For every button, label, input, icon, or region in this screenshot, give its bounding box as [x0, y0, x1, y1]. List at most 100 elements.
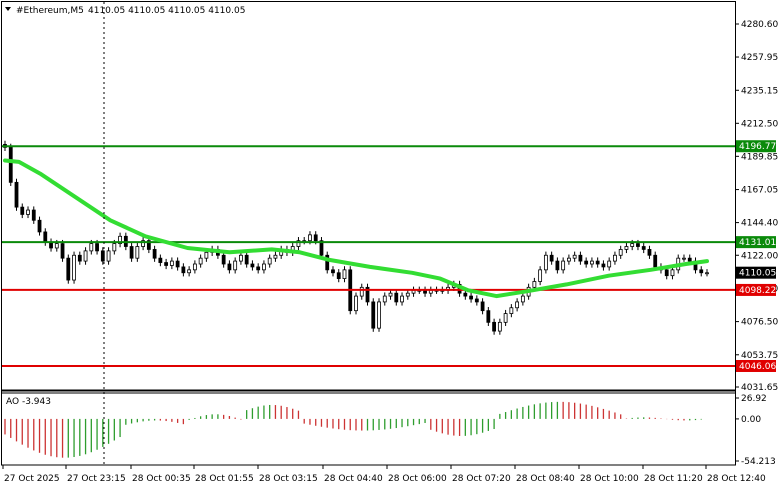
- price-axis: 4280.60 4257.95 4235.15 4212.50 4189.85 4167.…: [735, 20, 778, 393]
- candle-body: [503, 313, 508, 323]
- support-upper-price-tag: [736, 283, 776, 296]
- candle-body: [641, 246, 646, 250]
- candle-body: [141, 240, 145, 247]
- candle-body: [532, 281, 537, 288]
- candle-body: [129, 246, 134, 259]
- candle-body: [653, 254, 658, 268]
- candle-body: [687, 257, 692, 262]
- candle-body: [135, 246, 140, 259]
- resistance-lower-price-label: 4131.01: [739, 238, 776, 248]
- candle-body: [233, 260, 238, 271]
- chart-title: #Ethereum,M5: [16, 6, 84, 16]
- candle-body: [187, 269, 192, 274]
- candle-body: [175, 260, 180, 268]
- candle-body: [630, 243, 635, 247]
- candle-body: [342, 269, 347, 279]
- price-tick-label: 4280.60: [741, 20, 778, 30]
- candle-body: [555, 260, 560, 271]
- resistance-upper-price-label: 4196.77: [739, 142, 776, 152]
- candle-body: [497, 321, 502, 332]
- candle-body: [308, 234, 312, 242]
- candle-body: [331, 269, 335, 274]
- candle-body: [296, 240, 301, 247]
- price-tick-label: 4212.50: [741, 119, 778, 129]
- time-tick-label: 28 Oct 11:20: [644, 474, 703, 484]
- candle-body: [221, 254, 226, 265]
- candle-body: [198, 257, 203, 265]
- ao-plot-frame-inner: [1, 392, 736, 466]
- candle-body: [670, 269, 675, 277]
- time-axis: 27 Oct 2025 27 Oct 23:15 28 Oct 00:35 28 Oc…: [2, 465, 766, 484]
- time-tick-label: 28 Oct 04:40: [324, 474, 383, 484]
- candle-body: [365, 286, 370, 303]
- candle-body: [561, 260, 566, 271]
- price-tick-label: 4144.40: [741, 219, 778, 229]
- candle-body: [705, 272, 709, 275]
- candle-body: [572, 254, 577, 259]
- candle-body: [607, 260, 612, 268]
- candle-body: [549, 254, 554, 262]
- candle-body: [54, 243, 59, 249]
- candle-body: [325, 254, 330, 271]
- support-lower-price-tag: [736, 359, 776, 372]
- ao-tick-label: 26.92: [741, 394, 767, 404]
- candle-body: [492, 321, 496, 332]
- time-tick-label: 27 Oct 2025: [4, 474, 60, 484]
- candle-body: [72, 254, 76, 281]
- candle-body: [239, 254, 243, 262]
- time-tick-label: 28 Oct 08:40: [516, 474, 575, 484]
- candle-body: [509, 307, 514, 314]
- candle-body: [618, 249, 623, 256]
- candle-body: [400, 295, 404, 303]
- horizontal-levels[interactable]: [2, 145, 735, 367]
- candle-body: [469, 295, 473, 300]
- candle-body: [83, 250, 88, 262]
- ao-histogram: [4, 401, 702, 458]
- candle-body: [405, 292, 410, 297]
- candle-body: [106, 250, 111, 262]
- candle-body: [394, 292, 399, 303]
- price-tick-label: 4167.05: [741, 186, 778, 196]
- candle-body: [8, 146, 13, 183]
- candle-body: [682, 257, 686, 260]
- candle-body: [377, 301, 381, 329]
- candle-body: [26, 209, 30, 215]
- price-tick-label: 4076.50: [741, 318, 778, 328]
- candle-body: [60, 243, 65, 259]
- price-tick-label: 4235.15: [741, 86, 778, 96]
- candle-body: [647, 249, 652, 256]
- candle-body: [146, 240, 151, 250]
- candle-body: [578, 254, 583, 262]
- candle-body: [359, 286, 364, 297]
- candle-body: [520, 295, 525, 303]
- support-upper-price-label: 4098.22: [739, 286, 776, 296]
- candle-body: [43, 231, 48, 243]
- candle-body: [486, 310, 491, 323]
- candle-body: [584, 260, 589, 265]
- candle-body: [664, 269, 669, 277]
- candle-body: [474, 298, 479, 303]
- candle-body: [244, 254, 249, 265]
- candle-body: [336, 272, 341, 279]
- candle-body: [20, 206, 25, 215]
- candle-body: [595, 260, 600, 265]
- price-tick-label: 4053.75: [741, 351, 778, 361]
- candle-body: [112, 243, 117, 252]
- candle-body: [250, 263, 255, 268]
- candle-body: [118, 235, 122, 244]
- time-tick-label: 28 Oct 03:15: [259, 474, 318, 484]
- candle-body: [613, 254, 617, 262]
- ao-title: AO -3.943: [6, 397, 51, 407]
- ao-axis: 26.92 0.00 -54.213: [735, 394, 776, 467]
- chart-title-triangle-icon[interactable]: [5, 7, 11, 11]
- candle-body: [371, 301, 376, 329]
- candle-body: [382, 295, 387, 303]
- candle-body: [590, 260, 594, 265]
- ao-tick-label: 0.00: [741, 415, 761, 425]
- candle-body: [388, 292, 393, 297]
- resistance-upper-price-tag: [736, 140, 776, 153]
- price-tick-label: 4122.00: [741, 251, 778, 261]
- candle-body: [262, 263, 266, 271]
- candlestick-series: [3, 140, 709, 335]
